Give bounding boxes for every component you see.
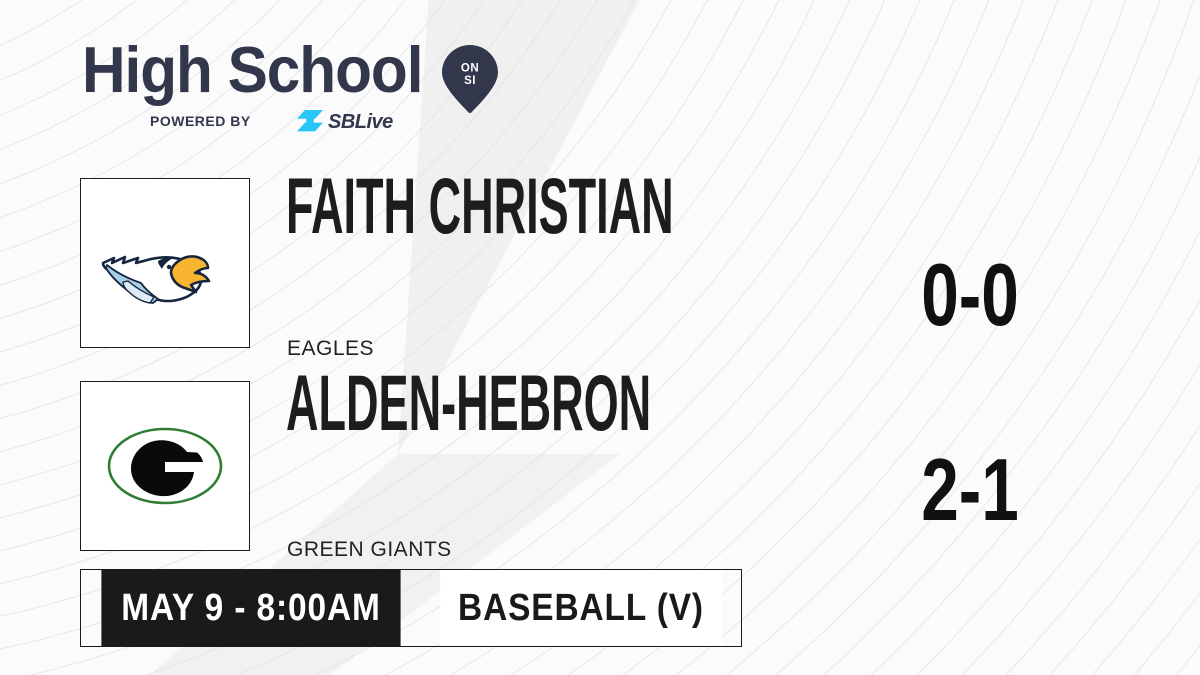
svg-text:SI: SI bbox=[464, 75, 476, 87]
svg-text:SBLive: SBLive bbox=[328, 111, 393, 133]
svg-text:ON: ON bbox=[461, 63, 479, 75]
